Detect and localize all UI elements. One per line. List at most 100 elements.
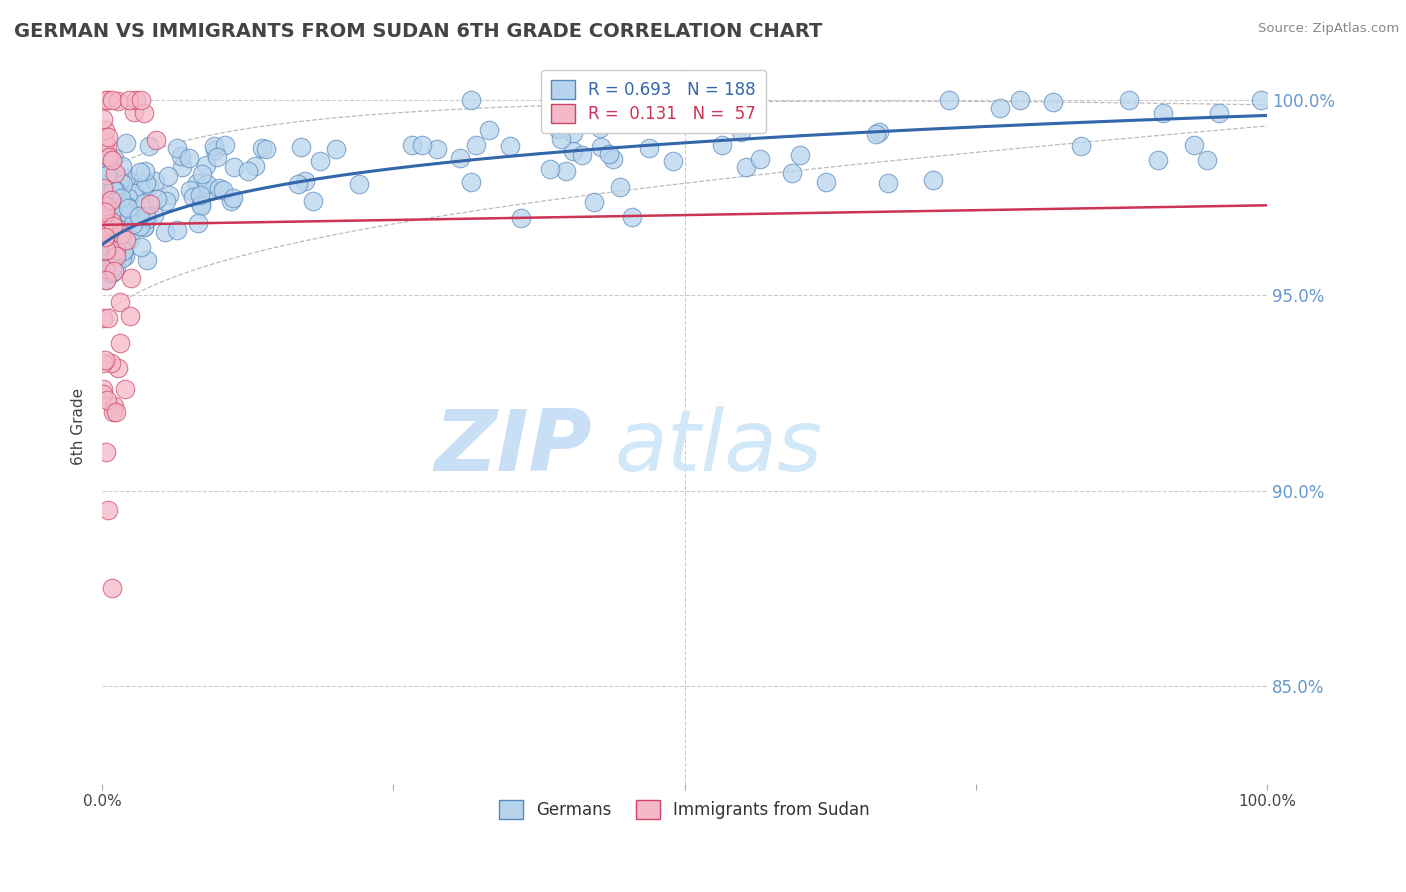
Point bbox=[110, 191, 132, 205]
Point bbox=[110, 231, 132, 245]
Point bbox=[134, 105, 156, 120]
Point bbox=[96, 139, 118, 153]
Point bbox=[114, 205, 136, 219]
Point bbox=[128, 219, 150, 234]
Point bbox=[122, 104, 145, 119]
Point bbox=[111, 251, 134, 265]
Point bbox=[101, 93, 124, 107]
Point bbox=[98, 171, 121, 186]
Point bbox=[138, 139, 160, 153]
Point bbox=[91, 383, 114, 397]
Point bbox=[93, 202, 115, 217]
Point bbox=[120, 175, 142, 189]
Point bbox=[118, 226, 141, 240]
Point bbox=[107, 94, 129, 108]
Point bbox=[222, 191, 245, 205]
Point bbox=[97, 150, 120, 164]
Point bbox=[287, 177, 309, 191]
Point bbox=[1008, 93, 1031, 107]
Point bbox=[104, 207, 127, 221]
Point bbox=[208, 181, 231, 195]
Point bbox=[1197, 153, 1219, 168]
Point bbox=[460, 175, 482, 189]
Point bbox=[111, 244, 134, 258]
Point bbox=[510, 211, 533, 225]
Point bbox=[571, 148, 593, 162]
Point bbox=[96, 150, 118, 164]
Point bbox=[139, 196, 162, 211]
Point bbox=[555, 164, 578, 178]
Point bbox=[465, 138, 488, 153]
Point bbox=[94, 230, 117, 244]
Point bbox=[93, 254, 115, 268]
Point bbox=[1042, 95, 1064, 109]
Point bbox=[561, 126, 583, 140]
Point bbox=[94, 222, 117, 236]
Point bbox=[188, 188, 211, 202]
Text: Source: ZipAtlas.com: Source: ZipAtlas.com bbox=[1258, 22, 1399, 36]
Point bbox=[1146, 153, 1168, 167]
Point bbox=[101, 252, 124, 267]
Point bbox=[112, 244, 135, 258]
Point bbox=[97, 93, 120, 107]
Point bbox=[134, 182, 156, 196]
Point bbox=[460, 93, 482, 107]
Point bbox=[101, 186, 124, 200]
Point bbox=[118, 232, 141, 246]
Point bbox=[115, 170, 138, 185]
Point bbox=[730, 124, 752, 138]
Point bbox=[202, 183, 225, 197]
Point bbox=[876, 177, 898, 191]
Point bbox=[195, 158, 218, 172]
Point bbox=[202, 138, 225, 153]
Point bbox=[94, 204, 117, 219]
Point bbox=[103, 210, 125, 224]
Point bbox=[100, 356, 122, 370]
Point bbox=[101, 266, 124, 280]
Point bbox=[100, 172, 122, 186]
Point bbox=[187, 216, 209, 230]
Point bbox=[94, 225, 117, 239]
Point bbox=[114, 136, 136, 150]
Point bbox=[97, 503, 120, 517]
Point bbox=[591, 140, 613, 154]
Point bbox=[100, 582, 122, 596]
Point bbox=[134, 164, 156, 178]
Point bbox=[91, 219, 114, 234]
Point bbox=[93, 178, 115, 192]
Point bbox=[938, 93, 960, 107]
Point bbox=[96, 239, 118, 253]
Point bbox=[100, 215, 122, 229]
Point bbox=[294, 174, 316, 188]
Point bbox=[1070, 138, 1092, 153]
Point bbox=[93, 187, 115, 202]
Point bbox=[108, 335, 131, 350]
Point bbox=[93, 262, 115, 277]
Point bbox=[103, 399, 125, 413]
Point bbox=[129, 239, 152, 253]
Point bbox=[1118, 93, 1140, 107]
Point bbox=[107, 225, 129, 239]
Point bbox=[93, 123, 115, 137]
Point bbox=[143, 174, 166, 188]
Point bbox=[129, 165, 152, 179]
Point bbox=[93, 178, 115, 193]
Point bbox=[97, 169, 120, 183]
Point bbox=[132, 220, 155, 235]
Point bbox=[922, 173, 945, 187]
Point bbox=[104, 166, 127, 180]
Point bbox=[110, 227, 132, 241]
Point bbox=[105, 243, 128, 257]
Point bbox=[988, 101, 1011, 115]
Point bbox=[96, 242, 118, 256]
Point bbox=[637, 141, 659, 155]
Point bbox=[145, 133, 167, 147]
Point bbox=[101, 204, 124, 219]
Point bbox=[170, 149, 193, 163]
Point bbox=[190, 197, 212, 211]
Point bbox=[104, 183, 127, 197]
Point bbox=[179, 152, 201, 166]
Point bbox=[250, 141, 273, 155]
Point bbox=[254, 142, 277, 156]
Point bbox=[115, 199, 138, 213]
